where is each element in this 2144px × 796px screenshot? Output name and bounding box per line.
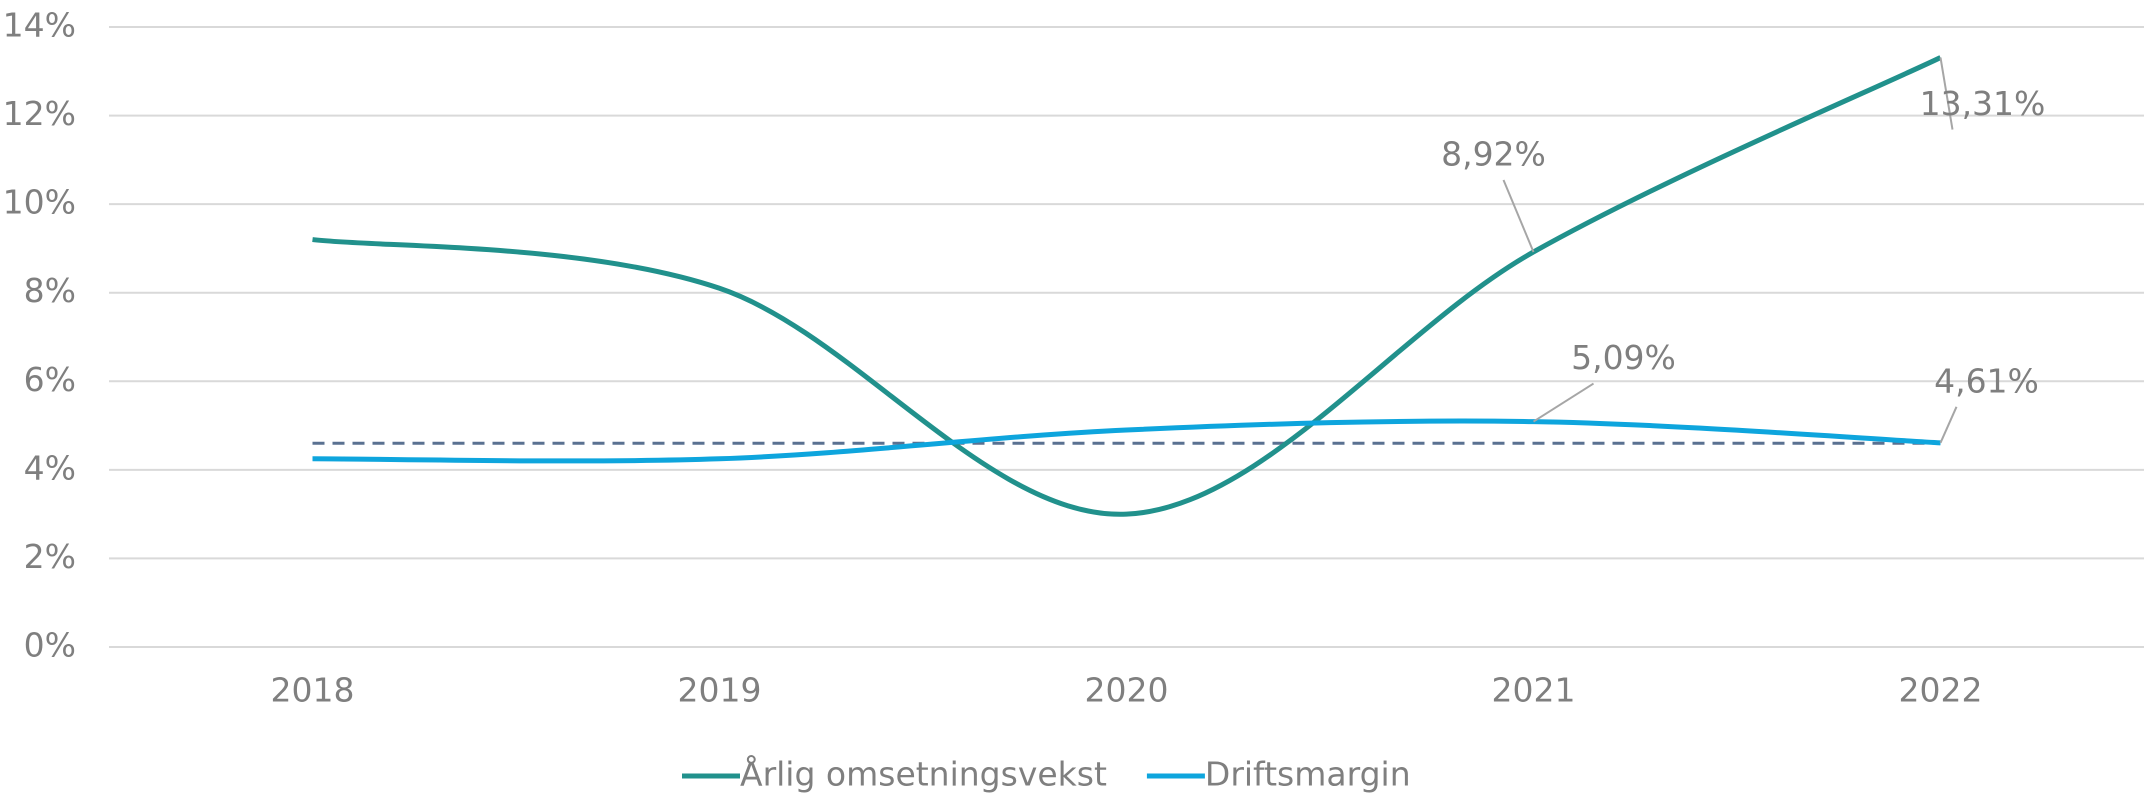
x-tick-label: 2021 [1492,671,1576,710]
y-tick-label: 6% [24,360,76,399]
series-line [312,55,1942,517]
data-label: 4,61% [1934,361,2039,400]
leader-line [1532,382,1595,423]
legend-label: Driftsmargin [1205,755,1411,794]
data-label: 8,92% [1441,134,1546,173]
y-tick-label: 4% [24,448,76,487]
y-tick-label: 2% [24,537,76,576]
x-tick-label: 2019 [678,671,762,710]
x-tick-label: 2018 [271,671,355,710]
y-tick-label: 0% [24,626,76,665]
y-tick-label: 8% [24,271,76,310]
data-label: 13,31% [1920,84,2046,123]
leader-line [1939,57,1954,130]
series-line [312,418,1941,464]
x-tick-label: 2022 [1899,671,1983,710]
leader-line [1502,179,1535,253]
y-tick-label: 10% [3,183,76,222]
y-tick-label: 14% [3,6,76,45]
legend-label: Årlig omsetningsvekst [740,754,1107,794]
y-tick-label: 12% [3,94,76,133]
data-label: 5,09% [1571,338,1676,377]
leader-line [1939,406,1958,444]
x-tick-label: 2020 [1085,671,1169,710]
